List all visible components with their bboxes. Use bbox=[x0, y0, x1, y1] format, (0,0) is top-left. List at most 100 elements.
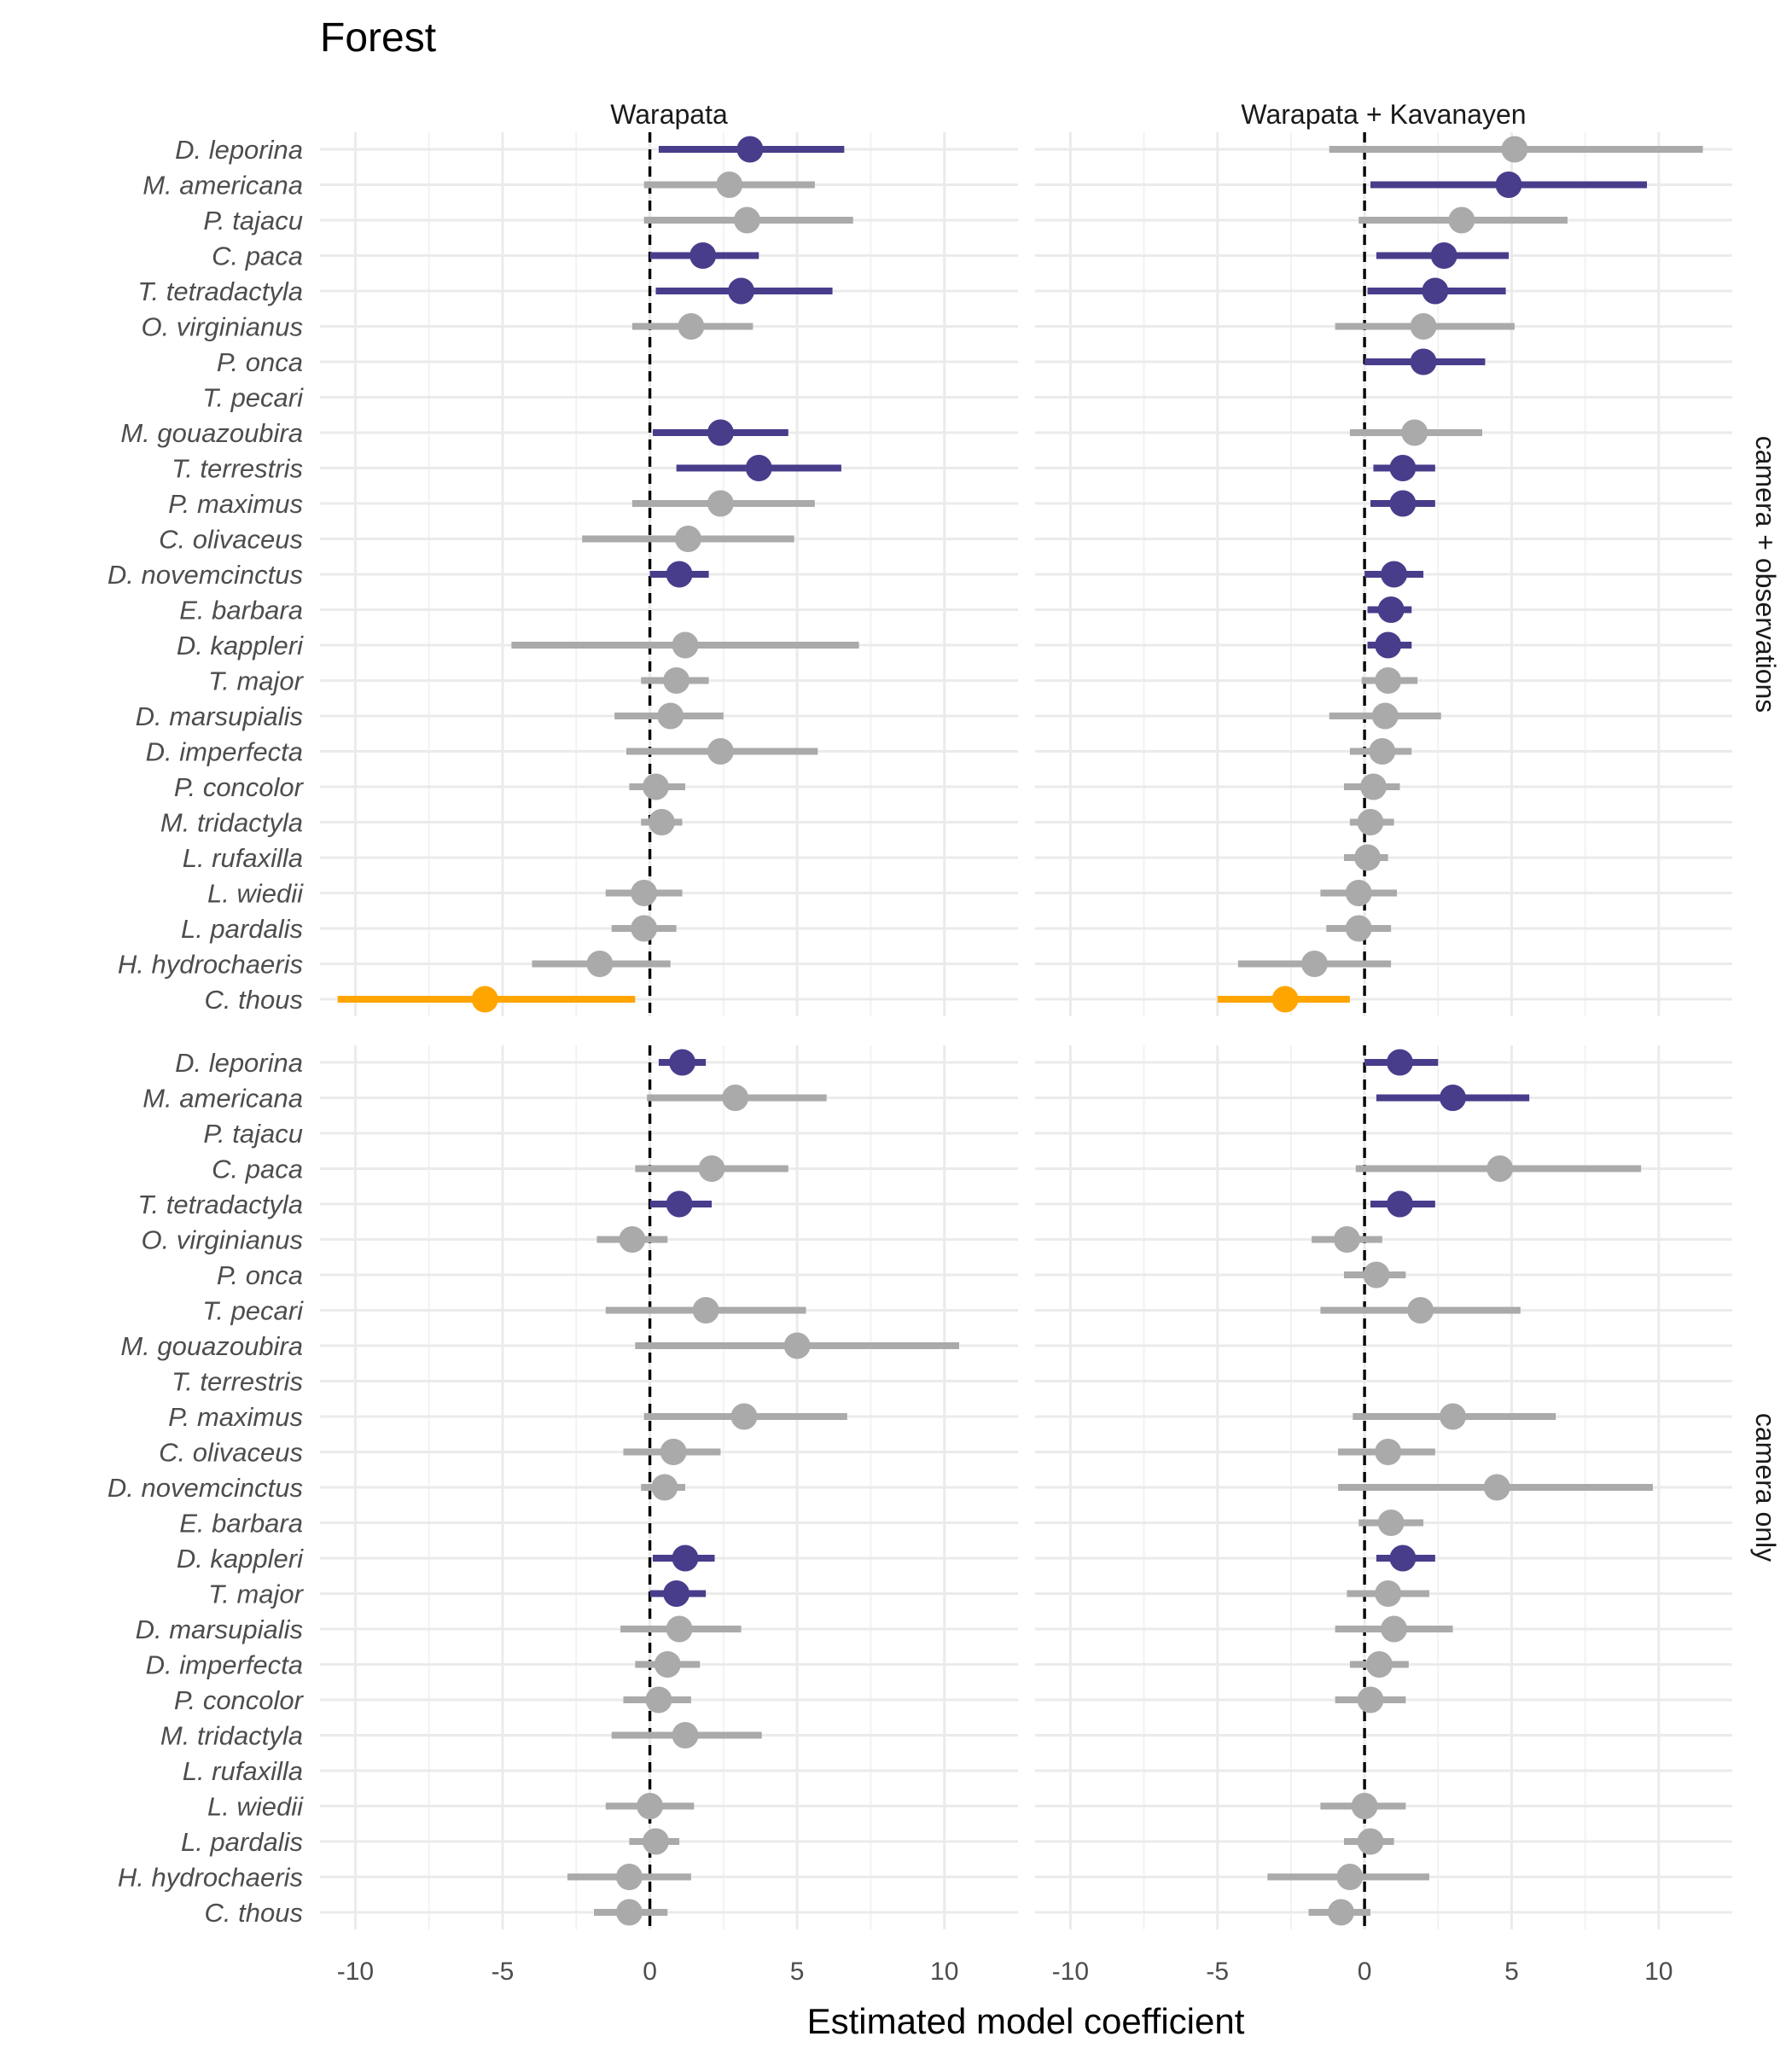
estimate-point bbox=[722, 1085, 749, 1111]
chart-title: Forest bbox=[320, 15, 436, 61]
estimate-point bbox=[1375, 1580, 1402, 1607]
estimate-point bbox=[615, 1864, 643, 1890]
estimate-point bbox=[1389, 1545, 1417, 1572]
estimate-point bbox=[1422, 277, 1449, 305]
estimate-point bbox=[1501, 136, 1528, 163]
estimate-point bbox=[707, 738, 734, 765]
estimate-point bbox=[672, 1722, 699, 1748]
x-tick-label: 10 bbox=[930, 1958, 958, 1986]
estimate-point bbox=[1483, 1474, 1510, 1501]
x-tick-label: 0 bbox=[1358, 1958, 1372, 1986]
estimate-point bbox=[1336, 1864, 1364, 1890]
estimate-point bbox=[637, 1793, 664, 1819]
estimate-point bbox=[663, 1580, 690, 1607]
estimate-point bbox=[1357, 1828, 1384, 1855]
estimate-point bbox=[1401, 419, 1428, 446]
estimate-point bbox=[672, 631, 699, 659]
estimate-point bbox=[1487, 1155, 1514, 1182]
estimate-point bbox=[666, 561, 693, 588]
species-label: M. tridactyla bbox=[160, 1721, 303, 1751]
panel-camera-only-warapata-kavanayen bbox=[1035, 1045, 1732, 1929]
species-label: P. onca bbox=[217, 347, 303, 377]
estimate-point bbox=[1354, 844, 1382, 871]
species-label: H. hydrochaeris bbox=[118, 950, 303, 980]
estimate-point bbox=[631, 880, 658, 906]
estimate-point bbox=[1357, 809, 1384, 835]
estimate-point bbox=[1345, 915, 1372, 942]
estimate-point bbox=[663, 667, 690, 694]
estimate-point bbox=[716, 172, 743, 198]
estimate-point bbox=[1375, 631, 1402, 659]
estimate-point bbox=[678, 313, 705, 340]
species-label: C. olivaceus bbox=[159, 1438, 303, 1468]
estimate-point bbox=[1377, 596, 1405, 623]
panels: Warapata Warapata + Kavanayen camera + obs… bbox=[108, 99, 1781, 1986]
estimate-point bbox=[1495, 172, 1522, 198]
species-label: T. major bbox=[208, 666, 305, 696]
species-label: M. americana bbox=[143, 1084, 303, 1114]
estimate-point bbox=[672, 1545, 699, 1572]
estimate-point bbox=[1345, 880, 1372, 906]
species-label: P. maximus bbox=[168, 1402, 303, 1432]
estimate-point bbox=[1381, 561, 1408, 588]
estimate-point bbox=[1369, 738, 1396, 765]
species-label: D. kappleri bbox=[177, 1544, 304, 1574]
species-label: M. americana bbox=[143, 171, 303, 201]
estimate-point bbox=[586, 951, 614, 977]
species-label: C. paca bbox=[212, 1155, 303, 1184]
species-label: O. virginianus bbox=[141, 1225, 303, 1255]
species-label: T. pecari bbox=[202, 383, 304, 413]
estimate-point bbox=[733, 207, 760, 234]
species-label: D. imperfecta bbox=[146, 737, 303, 767]
column-strip-label: Warapata bbox=[610, 99, 728, 130]
estimate-point bbox=[651, 1474, 678, 1501]
estimate-point bbox=[1389, 455, 1417, 481]
estimate-point bbox=[1377, 1510, 1405, 1536]
x-tick-label: -5 bbox=[492, 1958, 515, 1986]
estimate-point bbox=[1440, 1403, 1467, 1430]
estimate-point bbox=[698, 1155, 725, 1182]
species-label: T. terrestris bbox=[172, 1367, 303, 1397]
estimate-point bbox=[730, 1403, 758, 1430]
species-label: T. tetradactyla bbox=[137, 1190, 303, 1219]
x-axis-title: Estimated model coefficient bbox=[807, 2001, 1245, 2041]
species-label: L. wiedii bbox=[207, 1792, 304, 1822]
species-label: D. kappleri bbox=[177, 631, 304, 660]
panel-camera-observations-warapata bbox=[320, 132, 1018, 1016]
species-label: D. marsupialis bbox=[136, 1615, 303, 1644]
estimate-point bbox=[1375, 667, 1402, 694]
estimate-point bbox=[471, 986, 498, 1013]
estimate-point bbox=[1386, 1049, 1413, 1076]
species-label: E. barbara bbox=[179, 1509, 303, 1539]
estimate-point bbox=[745, 455, 772, 481]
species-label: D. leporina bbox=[175, 135, 303, 165]
estimate-point bbox=[648, 809, 675, 835]
species-label: M. gouazoubira bbox=[120, 418, 303, 448]
species-label: P. concolor bbox=[174, 1685, 305, 1715]
x-tick-label: 5 bbox=[790, 1958, 805, 1986]
species-label: L. wiedii bbox=[207, 879, 304, 909]
species-label: T. major bbox=[208, 1580, 305, 1609]
estimate-point bbox=[1410, 348, 1437, 375]
estimate-point bbox=[1359, 773, 1387, 800]
estimate-point bbox=[1328, 1899, 1355, 1926]
estimate-point bbox=[1386, 1190, 1413, 1218]
species-label: T. tetradactyla bbox=[137, 276, 303, 306]
species-label: C. thous bbox=[205, 985, 303, 1015]
estimate-point bbox=[1357, 1686, 1384, 1713]
species-label: C. thous bbox=[205, 1898, 303, 1928]
species-label: M. gouazoubira bbox=[120, 1331, 303, 1361]
estimate-point bbox=[674, 526, 701, 552]
estimate-point bbox=[1300, 951, 1328, 977]
x-tick-label: -10 bbox=[337, 1958, 374, 1986]
estimate-point bbox=[654, 1651, 681, 1678]
species-label: P. tajacu bbox=[203, 1119, 303, 1149]
estimate-point bbox=[645, 1686, 672, 1713]
species-label: D. novemcinctus bbox=[108, 1473, 303, 1503]
x-tick-label: 10 bbox=[1644, 1958, 1673, 1986]
estimate-point bbox=[707, 490, 734, 517]
estimate-point bbox=[1381, 1615, 1408, 1643]
estimate-point bbox=[666, 1615, 693, 1643]
estimate-point bbox=[1389, 490, 1417, 517]
estimate-point bbox=[1363, 1261, 1390, 1289]
